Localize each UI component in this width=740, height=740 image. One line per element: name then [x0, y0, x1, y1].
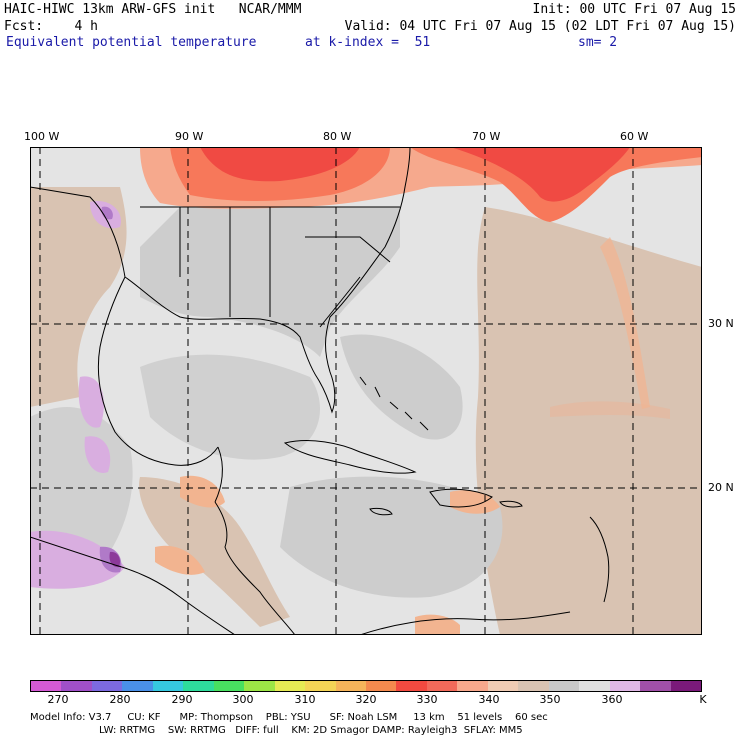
physics-info-line: LW: RRTMG SW: RRTMG DIFF: full KM: 2D Sm…: [99, 725, 523, 736]
colorbar-swatch: [61, 681, 92, 691]
mexico-tan-region: [30, 187, 127, 407]
colorbar-swatch: [31, 681, 62, 691]
central-gulf-gray: [140, 354, 320, 460]
lat-label-30n: 30 N: [708, 317, 734, 330]
level-index: at k-index = 51: [305, 35, 431, 50]
central-america-tan: [139, 477, 290, 627]
yucatan-orange: [180, 475, 225, 508]
init-time: Init: 00 UTC Fri 07 Aug 15: [532, 2, 737, 17]
gulf-lilac-pocket: [78, 376, 104, 428]
colorbar-tick-270: 270: [47, 693, 69, 706]
venezuela-orange: [415, 614, 460, 635]
atlantic-hot-plume: [450, 147, 630, 202]
colorbar-swatch: [426, 681, 458, 691]
valid-time: Valid: 04 UTC Fri 07 Aug 15 (02 LDT Fri …: [344, 19, 736, 34]
colorbar-tick-330: 330: [416, 693, 438, 706]
lon-label-100w: 100 W: [24, 130, 60, 143]
south-america-coast: [359, 611, 571, 635]
graticule: [30, 147, 702, 635]
pacific-coast: [30, 536, 236, 635]
us-state-borders: [140, 206, 400, 328]
colorbar-tick-310: 310: [294, 693, 316, 706]
colorbar-swatch: [274, 681, 306, 691]
puerto-rico-outline: [499, 500, 523, 508]
jamaica-outline: [369, 507, 393, 516]
map-frame: [30, 147, 702, 635]
east-atlantic-band: [600, 237, 650, 409]
colorbar-tick-300: 300: [232, 693, 254, 706]
lon-label-70w: 70 W: [472, 130, 501, 143]
guatemala-orange: [155, 545, 205, 575]
bahamas-islands: [359, 376, 429, 431]
coastlines: [30, 147, 610, 635]
us-gulf-coast: [124, 147, 411, 414]
colorbar-tick-280: 280: [109, 693, 131, 706]
lesser-antilles: [589, 516, 610, 603]
atlantic-tan-region: [475, 207, 702, 635]
lon-label-90w: 90 W: [175, 130, 204, 143]
pacific-purple-core: [109, 551, 120, 568]
colorbar-swatch: [213, 681, 245, 691]
colorbar-swatch: [396, 681, 427, 691]
atlantic-tan-streak: [550, 401, 670, 419]
colorbar-swatch: [670, 681, 701, 691]
colorbar: [30, 680, 702, 692]
colorbar-swatch: [548, 681, 580, 691]
smoothing-setting: sm= 2: [578, 35, 618, 50]
colorbar-tick-360: 360: [601, 693, 623, 706]
colorbar-swatch: [152, 681, 184, 691]
mexico-border: [30, 186, 126, 278]
mexico-gulf-coast: [97, 276, 219, 466]
hispaniola-outline: [429, 488, 493, 508]
colorbar-swatch: [91, 681, 123, 691]
yucatan-coast: [214, 446, 223, 503]
hispaniola-orange: [450, 490, 500, 514]
campeche-lilac-pocket: [84, 436, 111, 473]
cuba-outline: [283, 440, 417, 474]
lon-label-60w: 60 W: [620, 130, 649, 143]
colorbar-swatch: [457, 681, 488, 691]
colorbar-swatch: [244, 681, 275, 691]
forecast-hour: Fcst: 4 h: [4, 19, 98, 34]
model-title: HAIC-HIWC 13km ARW-GFS init NCAR/MMM: [4, 2, 302, 17]
central-america-coast: [214, 501, 296, 635]
theta-e-map: [30, 147, 702, 635]
colorbar-swatch: [487, 681, 519, 691]
colorbar-swatch: [183, 681, 214, 691]
colorbar-swatch: [579, 681, 610, 691]
colorbar-swatch: [305, 681, 336, 691]
lat-label-20n: 20 N: [708, 481, 734, 494]
colorbar-tick-340: 340: [478, 693, 500, 706]
colorbar-swatch: [518, 681, 549, 691]
colorbar-tick-320: 320: [355, 693, 377, 706]
lon-label-80w: 80 W: [323, 130, 352, 143]
colorbar-swatch: [122, 681, 153, 691]
bahamas-gray: [340, 334, 463, 440]
field-name: Equivalent potential temperature: [6, 35, 257, 50]
colorbar-tick-350: 350: [539, 693, 561, 706]
colorbar-swatch: [335, 681, 366, 691]
northeast-hot-core: [200, 147, 360, 182]
colorbar-swatch: [609, 681, 641, 691]
colorbar-swatch: [640, 681, 671, 691]
model-info-line: Model Info: V3.7 CU: KF MP: Thompson PBL…: [30, 712, 548, 723]
colorbar-unit: K: [699, 693, 707, 706]
colorbar-swatch: [365, 681, 397, 691]
colorbar-tick-290: 290: [171, 693, 193, 706]
